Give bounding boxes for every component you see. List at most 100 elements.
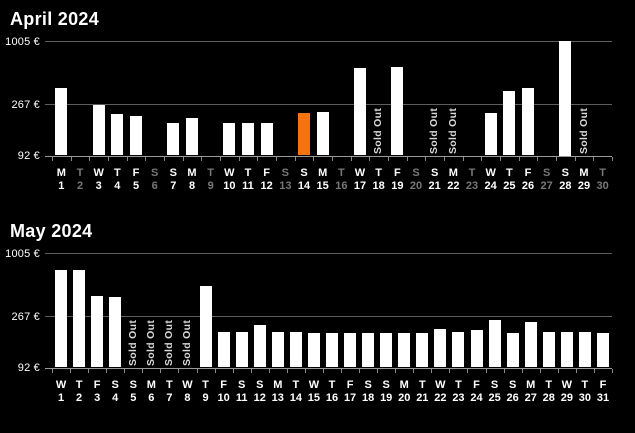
price-bar-day-27[interactable]: [524, 321, 537, 368]
day-number: 22: [447, 180, 460, 192]
day-number: 3: [94, 392, 101, 404]
day-letter: S: [412, 167, 420, 179]
y-axis-label: 92 €: [17, 362, 40, 374]
price-bar-day-22[interactable]: [434, 329, 447, 368]
price-bar-day-1[interactable]: [55, 269, 68, 368]
day-number: 4: [114, 180, 121, 192]
price-bar-day-31[interactable]: [596, 332, 609, 368]
price-bar-day-30[interactable]: [578, 332, 591, 368]
price-bar-day-8[interactable]: [186, 117, 198, 156]
axis-tick: [232, 368, 234, 373]
price-bar-day-12[interactable]: [253, 324, 266, 368]
price-bar-day-17[interactable]: [354, 67, 366, 156]
price-bar-day-25[interactable]: [503, 90, 516, 156]
day-number: 9: [207, 180, 214, 192]
day-letter: S: [490, 379, 499, 391]
axis-tick: [500, 156, 501, 161]
price-bar-day-9[interactable]: [199, 286, 212, 368]
day-number: 28: [542, 392, 555, 404]
day-letter: M: [579, 167, 589, 179]
day-letter: M: [448, 167, 458, 179]
price-bar-day-24[interactable]: [484, 113, 497, 156]
price-bar-day-15[interactable]: [316, 112, 329, 156]
axis-tick: [518, 156, 520, 161]
day-number: 1: [58, 180, 65, 192]
day-number: 6: [148, 392, 155, 404]
price-bar-day-18[interactable]: [362, 332, 375, 368]
price-bar-day-21[interactable]: [416, 332, 429, 368]
price-bar-day-29[interactable]: [560, 332, 573, 368]
price-bar-day-4[interactable]: [109, 296, 122, 368]
day-number: 5: [132, 180, 140, 192]
day-letter: F: [132, 167, 140, 179]
price-bar-day-23[interactable]: [452, 332, 465, 368]
price-bar-day-11[interactable]: [242, 123, 254, 156]
axis-tick: [220, 156, 221, 161]
price-bar-day-4[interactable]: [111, 113, 124, 156]
price-bar-day-12[interactable]: [260, 123, 273, 156]
axis-tick: [276, 156, 277, 161]
day-letter: T: [207, 167, 215, 179]
gridline: [45, 316, 612, 318]
axis-tick: [449, 368, 451, 373]
axis-tick: [70, 156, 72, 161]
sold-out-label: Sold Out: [144, 319, 157, 366]
price-bar-day-16[interactable]: [326, 332, 338, 368]
price-bar-day-3[interactable]: [91, 295, 104, 368]
price-bar-day-25[interactable]: [488, 319, 501, 368]
price-bar-day-10[interactable]: [223, 123, 236, 156]
price-bar-day-20[interactable]: [398, 332, 411, 368]
axis-tick: [350, 156, 352, 161]
day-letter: T: [166, 379, 173, 391]
gridline: [45, 104, 612, 106]
day-letter: T: [76, 167, 84, 179]
day-letter: F: [93, 379, 101, 391]
day-number: 31: [596, 392, 610, 404]
price-bar-day-28[interactable]: [559, 41, 572, 156]
price-bar-day-28[interactable]: [542, 332, 555, 368]
axis-tick: [124, 368, 126, 373]
price-bar-day-5[interactable]: [130, 115, 142, 156]
price-bar-day-11[interactable]: [235, 332, 248, 368]
axis-tick: [556, 156, 557, 161]
day-letter: M: [56, 167, 66, 179]
day-letter: M: [526, 379, 536, 391]
axis-tick: [377, 368, 379, 373]
chart-title-may: May 2024: [10, 221, 93, 241]
sold-out-label: Sold Out: [372, 107, 385, 154]
price-bar-day-19[interactable]: [391, 66, 404, 156]
axis-tick: [88, 368, 90, 373]
day-number: 25: [488, 392, 501, 404]
price-bar-day-7[interactable]: [167, 122, 180, 156]
day-letter: S: [150, 167, 159, 179]
price-bar-day-19[interactable]: [380, 332, 393, 368]
price-bar-day-26[interactable]: [506, 333, 519, 368]
axis-baseline: [45, 155, 612, 157]
price-bar-day-26[interactable]: [522, 88, 534, 156]
price-bar-day-24[interactable]: [470, 330, 483, 368]
plot-area-april: 1005 €267 €92 € M 1 T 2 W 3 T 4 F 5 S 6 S 7 M 8 T 9 W 10 T 11 F…: [0, 0, 635, 212]
day-number: 26: [506, 392, 519, 404]
chart-title-april: April 2024: [10, 9, 100, 29]
axis-tick: [521, 368, 523, 373]
price-bar-day-2[interactable]: [73, 269, 86, 368]
axis-tick: [257, 156, 259, 161]
day-number: 14: [297, 180, 311, 192]
axis-tick: [304, 368, 306, 373]
day-letter: W: [354, 167, 366, 179]
axis-tick: [341, 368, 343, 373]
price-bar-day-13[interactable]: [271, 332, 284, 368]
day-number: 28: [559, 180, 572, 192]
price-bar-selected-day-14[interactable]: [298, 113, 310, 156]
day-number: 7: [170, 180, 177, 192]
price-bar-day-14[interactable]: [289, 332, 302, 368]
day-letter: S: [238, 379, 246, 391]
price-bar-day-17[interactable]: [344, 332, 357, 368]
y-axis-label: 267 €: [11, 310, 40, 323]
axis-tick: [214, 368, 216, 373]
price-bar-day-10[interactable]: [217, 332, 230, 368]
price-bar-day-3[interactable]: [92, 104, 105, 156]
price-bar-day-1[interactable]: [55, 87, 68, 156]
price-bar-day-15[interactable]: [307, 333, 320, 368]
